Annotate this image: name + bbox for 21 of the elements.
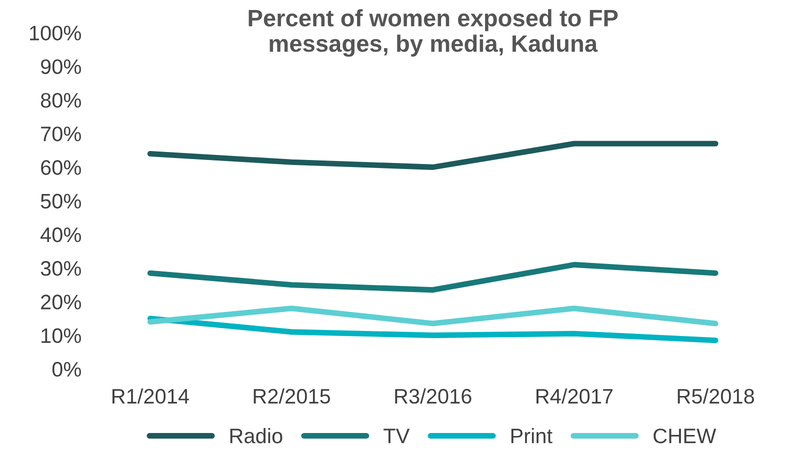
y-tick-label: 50% xyxy=(40,194,81,209)
x-tick-label: R1/2014 xyxy=(112,388,189,404)
y-tick-label: 90% xyxy=(40,59,81,74)
y-tick-label: 10% xyxy=(42,328,81,344)
y-tick-label: 70% xyxy=(41,126,81,142)
y-tick-label: 20% xyxy=(41,294,81,310)
x-tick-label: R3/2016 xyxy=(395,388,472,404)
x-tick-label: R2/2015 xyxy=(254,388,330,404)
legend-label: TV xyxy=(384,428,410,444)
x-tick-label: R4/2017 xyxy=(536,388,613,404)
x-tick-label: R5/2018 xyxy=(678,388,754,404)
y-tick-label: 30% xyxy=(40,261,81,276)
y-tick-label: 80% xyxy=(40,92,81,108)
chart-title: Percent of women exposed to FP messages, by media, Kaduna xyxy=(248,9,618,57)
y-tick-label: 60% xyxy=(41,160,81,175)
legend-label: Print xyxy=(511,428,552,444)
legend-label: CHEW xyxy=(654,428,716,444)
y-tick-label: 40% xyxy=(40,227,81,242)
legend-label: Radio xyxy=(230,428,282,444)
y-tick-label: 100% xyxy=(30,26,81,40)
y-tick-label: 0% xyxy=(52,362,81,377)
